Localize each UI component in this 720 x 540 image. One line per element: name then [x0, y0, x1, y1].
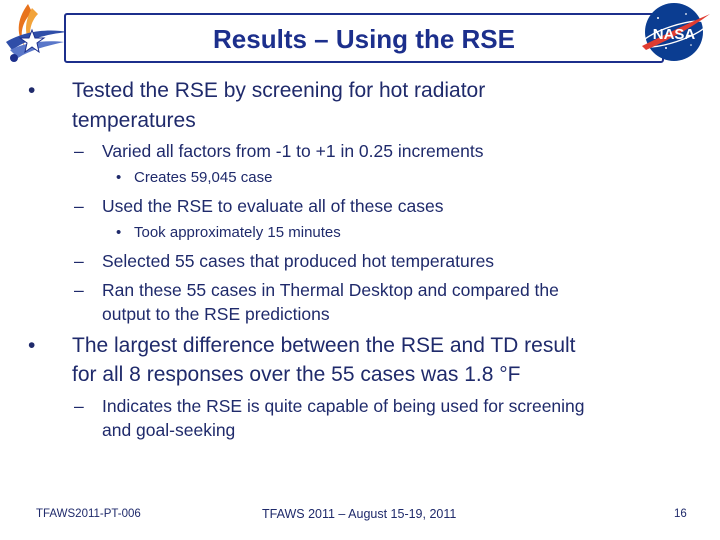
bullet-text: and goal-seeking: [102, 420, 236, 440]
page-number: 16: [674, 508, 687, 520]
bullet-mark: –: [74, 396, 84, 416]
title-box: Results – Using the RSE: [64, 13, 664, 63]
bullet-text: for all 8 responses over the 55 cases wa…: [72, 363, 521, 386]
bullet-text: Took approximately 15 minutes: [134, 224, 341, 241]
nasa-logo-text: NASA: [653, 26, 696, 43]
bullet-mark: •: [116, 224, 122, 241]
bullet-text: Used the RSE to evaluate all of these ca…: [102, 196, 444, 216]
bullet-mark: •: [28, 79, 36, 102]
bullet-text: temperatures: [72, 109, 196, 132]
footer-event: TFAWS 2011 – August 15-19, 2011: [262, 507, 457, 521]
bullet-mark: •: [28, 334, 36, 357]
bullet-mark: –: [74, 251, 84, 271]
slide-title: Results – Using the RSE: [213, 24, 515, 54]
bullet-mark: –: [74, 141, 84, 161]
bullet-text: The largest difference between the RSE a…: [72, 334, 576, 357]
footer-document-id: TFAWS2011-PT-006: [36, 508, 141, 520]
bullet-text: Indicates the RSE is quite capable of be…: [102, 396, 585, 416]
bullet-text: output to the RSE predictions: [102, 304, 330, 324]
slide-header: Results – Using the RSE NASA: [0, 0, 720, 68]
bullet-mark: •: [116, 169, 122, 186]
bullet-text: Selected 55 cases that produced hot temp…: [102, 251, 495, 271]
tfaws-star-flame-icon: [6, 4, 68, 62]
bullet-text: Ran these 55 cases in Thermal Desktop an…: [102, 280, 559, 300]
bullet-text: Creates 59,045 case: [134, 169, 273, 186]
bullet-text: Varied all factors from -1 to +1 in 0.25…: [102, 141, 484, 161]
bullet-mark: –: [74, 196, 84, 216]
bullet-text: Tested the RSE by screening for hot radi…: [72, 79, 486, 102]
bullet-mark: –: [74, 280, 84, 300]
nasa-meatball-icon: NASA: [640, 3, 710, 61]
